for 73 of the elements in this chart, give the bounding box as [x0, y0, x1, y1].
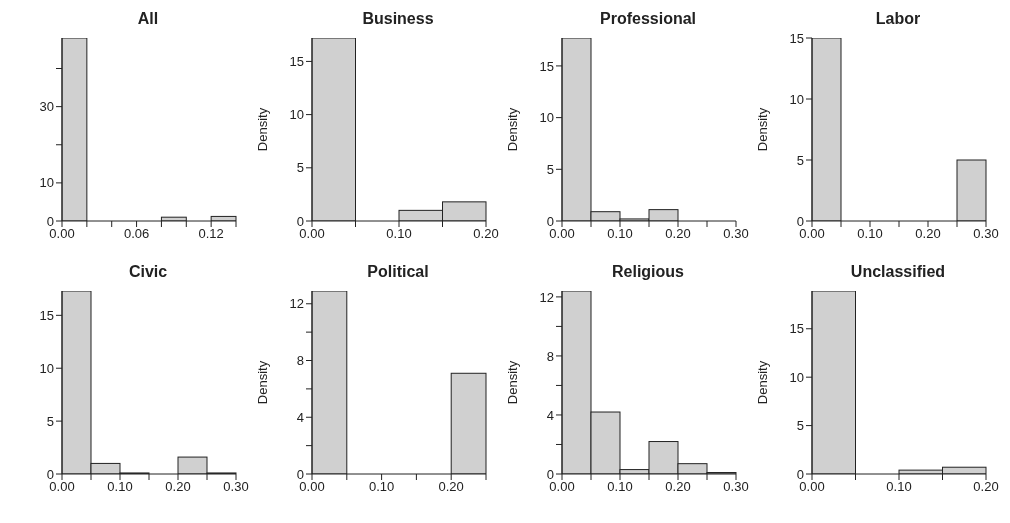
- x-tick-label: 0.20: [973, 479, 999, 495]
- chart-title: All: [136, 9, 160, 29]
- y-tick-label: 0: [796, 213, 804, 229]
- x-tick-label: 0.00: [299, 226, 325, 242]
- x-tick-label: 0.06: [123, 226, 150, 242]
- y-tick-label: 15: [789, 30, 804, 46]
- y-axis-title: Density: [254, 360, 270, 405]
- x-tick-label: 0.00: [49, 479, 75, 495]
- x-tick-label: 0.10: [107, 479, 133, 495]
- x-tick-label: 0.10: [607, 479, 633, 495]
- y-tick-label: 10: [289, 107, 304, 123]
- y-tick-label: 10: [539, 110, 554, 126]
- y-tick-label: 0: [796, 466, 804, 482]
- y-tick-label: 10: [39, 175, 54, 191]
- y-axis-title: Density: [504, 360, 520, 405]
- x-tick-label: 0.10: [607, 226, 633, 242]
- y-tick-label: 8: [296, 353, 304, 369]
- y-tick-label: 10: [789, 369, 804, 385]
- x-tick-label: 0.00: [549, 479, 575, 495]
- y-tick-label: 4: [546, 407, 554, 423]
- x-tick-label: 0.00: [299, 479, 325, 495]
- chart-title: Professional: [599, 9, 697, 29]
- y-tick-label: 0: [546, 213, 554, 229]
- y-axis-title: Density: [254, 107, 270, 152]
- x-tick-label: 0.20: [665, 226, 691, 242]
- x-tick-label: 0.00: [49, 226, 75, 242]
- x-tick-label: 0.10: [857, 226, 883, 242]
- chart-title: Business: [361, 9, 435, 29]
- x-tick-label: 0.12: [198, 226, 224, 242]
- y-tick-label: 0: [46, 466, 54, 482]
- y-tick-label: 12: [289, 296, 304, 312]
- x-tick-label: 0.10: [368, 479, 395, 495]
- x-tick-label: 0.00: [549, 226, 575, 242]
- y-tick-label: 10: [789, 91, 804, 107]
- chart-title: Civic: [127, 262, 169, 282]
- x-tick-label: 0.10: [886, 479, 912, 495]
- y-tick-label: 5: [796, 418, 804, 434]
- y-tick-label: 12: [539, 289, 554, 305]
- x-tick-label: 0.00: [799, 479, 825, 495]
- y-axis-title: Density: [754, 360, 770, 405]
- y-tick-label: 5: [296, 160, 304, 176]
- x-tick-label: 0.20: [665, 479, 691, 495]
- x-tick-label: 0.30: [973, 226, 999, 242]
- y-tick-label: 0: [296, 466, 304, 482]
- y-tick-label: 0: [296, 213, 304, 229]
- chart-title: Labor: [874, 9, 922, 29]
- x-tick-label: 0.00: [799, 226, 825, 242]
- y-axis-title: Density: [754, 107, 770, 152]
- x-tick-label: 0.30: [223, 479, 249, 495]
- y-tick-label: 15: [789, 321, 804, 337]
- y-tick-label: 5: [46, 413, 54, 429]
- x-tick-label: 0.20: [438, 479, 464, 495]
- y-tick-label: 0: [546, 466, 554, 482]
- x-tick-label: 0.20: [915, 226, 941, 242]
- y-tick-label: 0: [46, 213, 54, 229]
- chart-title: Political: [366, 262, 430, 282]
- y-tick-label: 4: [296, 409, 304, 425]
- chart-title: Religious: [611, 262, 685, 282]
- chart-title: Unclassified: [849, 262, 947, 282]
- y-tick-label: 5: [796, 152, 804, 168]
- y-axis-title: Density: [504, 107, 520, 152]
- y-tick-label: 15: [539, 58, 554, 74]
- y-tick-label: 10: [39, 360, 54, 376]
- x-tick-label: 0.30: [723, 226, 749, 242]
- x-tick-label: 0.10: [386, 226, 412, 242]
- x-tick-label: 0.20: [165, 479, 191, 495]
- y-tick-label: 8: [546, 348, 554, 364]
- x-tick-label: 0.30: [723, 479, 749, 495]
- x-tick-label: 0.20: [473, 226, 499, 242]
- y-tick-label: 30: [39, 99, 54, 115]
- y-tick-label: 15: [289, 54, 304, 70]
- y-tick-label: 15: [39, 307, 54, 323]
- y-tick-label: 5: [546, 161, 554, 177]
